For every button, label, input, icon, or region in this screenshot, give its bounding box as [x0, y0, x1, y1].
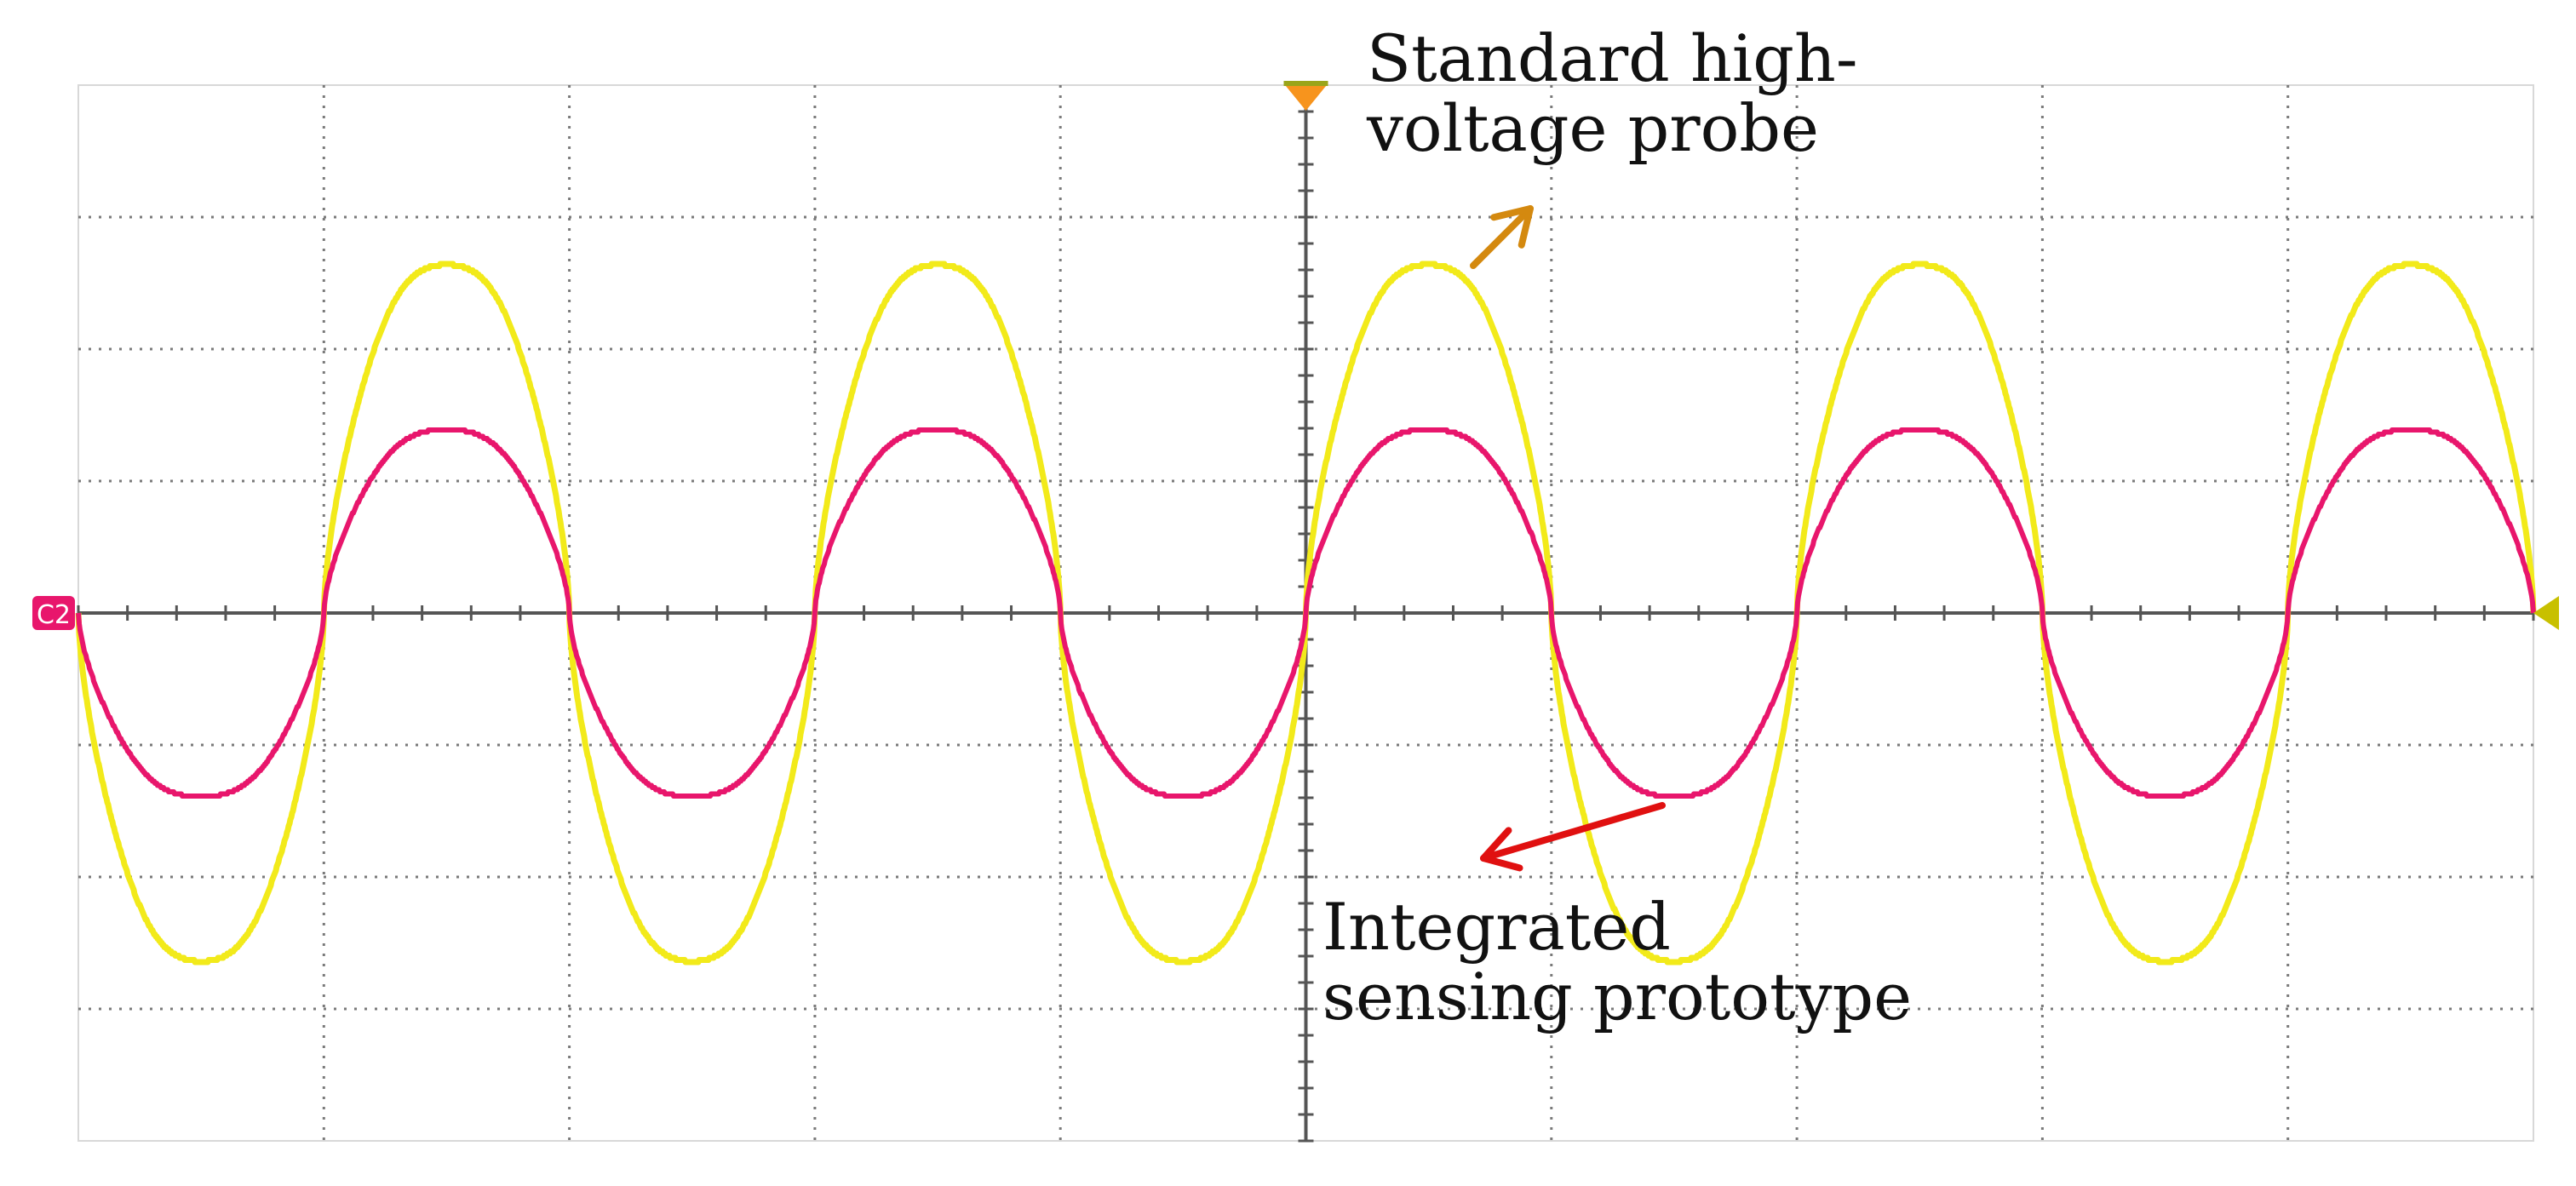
arrow-integrated-prototype-head: [1480, 827, 1523, 872]
scope-markers: C2: [32, 81, 2559, 630]
waveform-integrated-prototype: [76, 427, 2536, 799]
integrated-prototype-label: Integrated sensing prototype: [1322, 889, 1913, 1034]
channel-marker-label: C2: [37, 600, 71, 630]
channel-marker-badge: [32, 596, 75, 630]
arrow-standard-probe-head: [1490, 205, 1534, 249]
trigger-position-marker: [1283, 83, 1328, 111]
arrow-standard-probe: [1470, 205, 1534, 269]
trigger-level-marker: [2533, 596, 2559, 630]
arrow-integrated-prototype: [1480, 802, 1666, 862]
standard-probe-label: Standard high- voltage probe: [1367, 20, 1858, 166]
waveform-traces: [75, 261, 2537, 965]
annotation-arrows: [1470, 205, 1666, 872]
